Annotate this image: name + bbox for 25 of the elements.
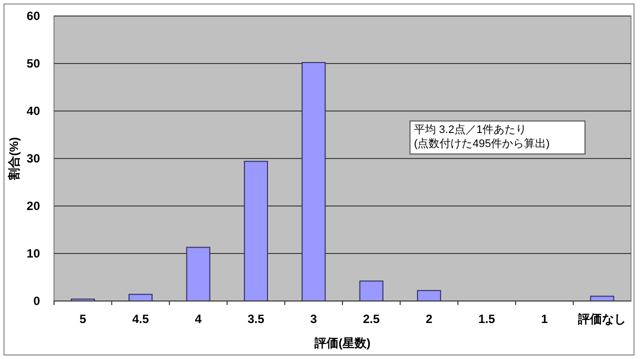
y-tick-label: 20	[26, 199, 40, 214]
x-tick-label: 1.5	[478, 312, 496, 326]
x-tick-label: 2	[426, 312, 433, 326]
annotation: 平均 3.2点／1件あたり (点数付けた495件から算出)	[414, 123, 550, 150]
y-tick-label: 60	[26, 9, 40, 24]
x-tick-label: 2.5	[363, 312, 380, 326]
x-tick-label: 評価なし	[577, 312, 626, 326]
y-tick-label: 30	[26, 152, 40, 166]
bar	[417, 290, 442, 302]
y-tick-label: 40	[26, 104, 40, 118]
bar	[244, 160, 268, 302]
x-tick-label: 4.5	[132, 312, 150, 326]
bar	[302, 62, 326, 302]
y-tick-label: 0	[33, 294, 40, 308]
x-tick-label: 5	[80, 312, 87, 326]
y-tick-label: 50	[26, 56, 40, 71]
x-axis-title: 評価(星数)	[314, 336, 370, 350]
x-tick-label: 1	[541, 312, 548, 326]
bar	[359, 280, 384, 302]
y-axis-title: 割合(%)	[7, 137, 21, 181]
x-tick-label: 4	[194, 312, 202, 326]
x-tick-label: 3.5	[248, 312, 265, 326]
y-tick-label: 10	[26, 246, 40, 261]
bar	[186, 246, 210, 302]
x-tick-label: 3	[310, 312, 318, 326]
